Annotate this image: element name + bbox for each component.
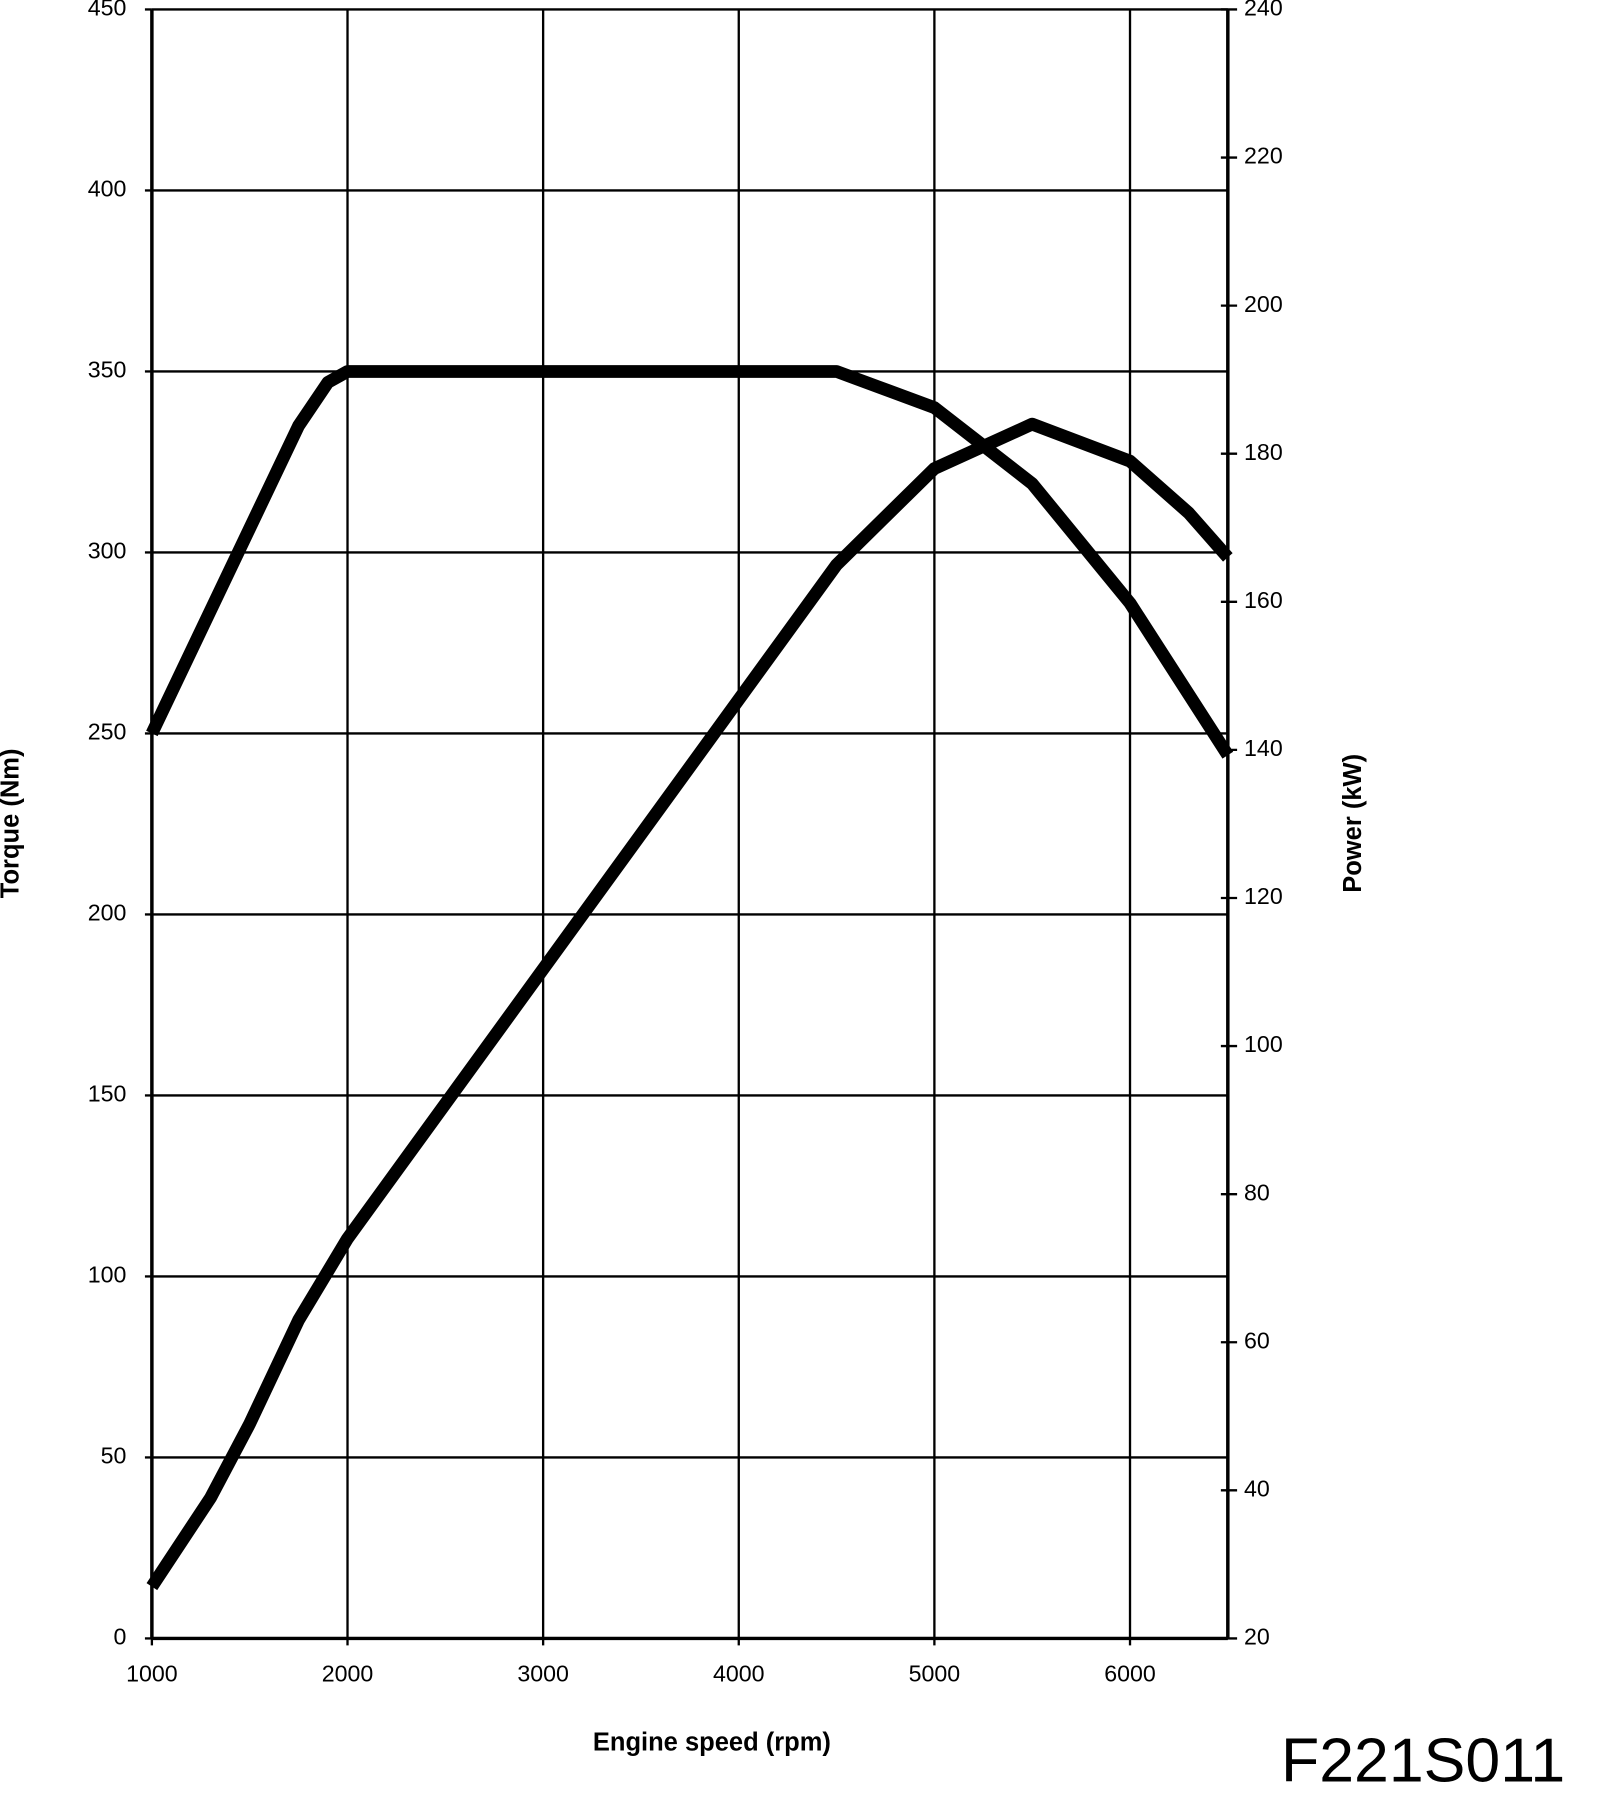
y-tick-label: 0 (113, 1624, 126, 1650)
x-tick-label: 3000 (517, 1661, 569, 1687)
y2-tick-label: 240 (1244, 0, 1283, 21)
y2-tick-label: 140 (1244, 735, 1283, 761)
x-axis-title: Engine speed (rpm) (593, 1729, 831, 1757)
y-tick-label: 150 (88, 1081, 127, 1107)
x-tick-label: 1000 (126, 1661, 178, 1687)
y-tick-label: 100 (88, 1262, 127, 1288)
y2-tick-label: 60 (1244, 1327, 1270, 1353)
y-tick-label: 400 (88, 176, 127, 202)
y2-tick-label: 220 (1244, 143, 1283, 169)
y2-tick-label: 120 (1244, 883, 1283, 909)
y2-tick-label: 100 (1244, 1031, 1283, 1057)
y-tick-label: 300 (88, 538, 127, 564)
y-tick-label: 50 (101, 1443, 127, 1469)
y-tick-label: 200 (88, 900, 127, 926)
x-tick-label: 4000 (713, 1661, 765, 1687)
y2-tick-label: 80 (1244, 1179, 1270, 1205)
x-tick-label: 5000 (909, 1661, 961, 1687)
y2-tick-label: 180 (1244, 439, 1283, 465)
line-series (146, 417, 1233, 1591)
y-tick-label: 250 (88, 719, 127, 745)
y-axis-title: Torque (Nm) (0, 749, 24, 899)
y2-tick-label: 200 (1244, 291, 1283, 317)
y2-axis-title: Power (kW) (1339, 754, 1367, 893)
y-tick-label: 450 (88, 0, 127, 21)
line-series (146, 365, 1234, 759)
y2-tick-label: 40 (1244, 1475, 1270, 1501)
y2-tick-label: 20 (1244, 1624, 1270, 1650)
x-tick-label: 2000 (322, 1661, 374, 1687)
x-tick-label: 6000 (1104, 1661, 1156, 1687)
y2-tick-label: 160 (1244, 587, 1283, 613)
y-tick-label: 350 (88, 357, 127, 383)
annotation: F221S011 (1281, 1725, 1565, 1795)
